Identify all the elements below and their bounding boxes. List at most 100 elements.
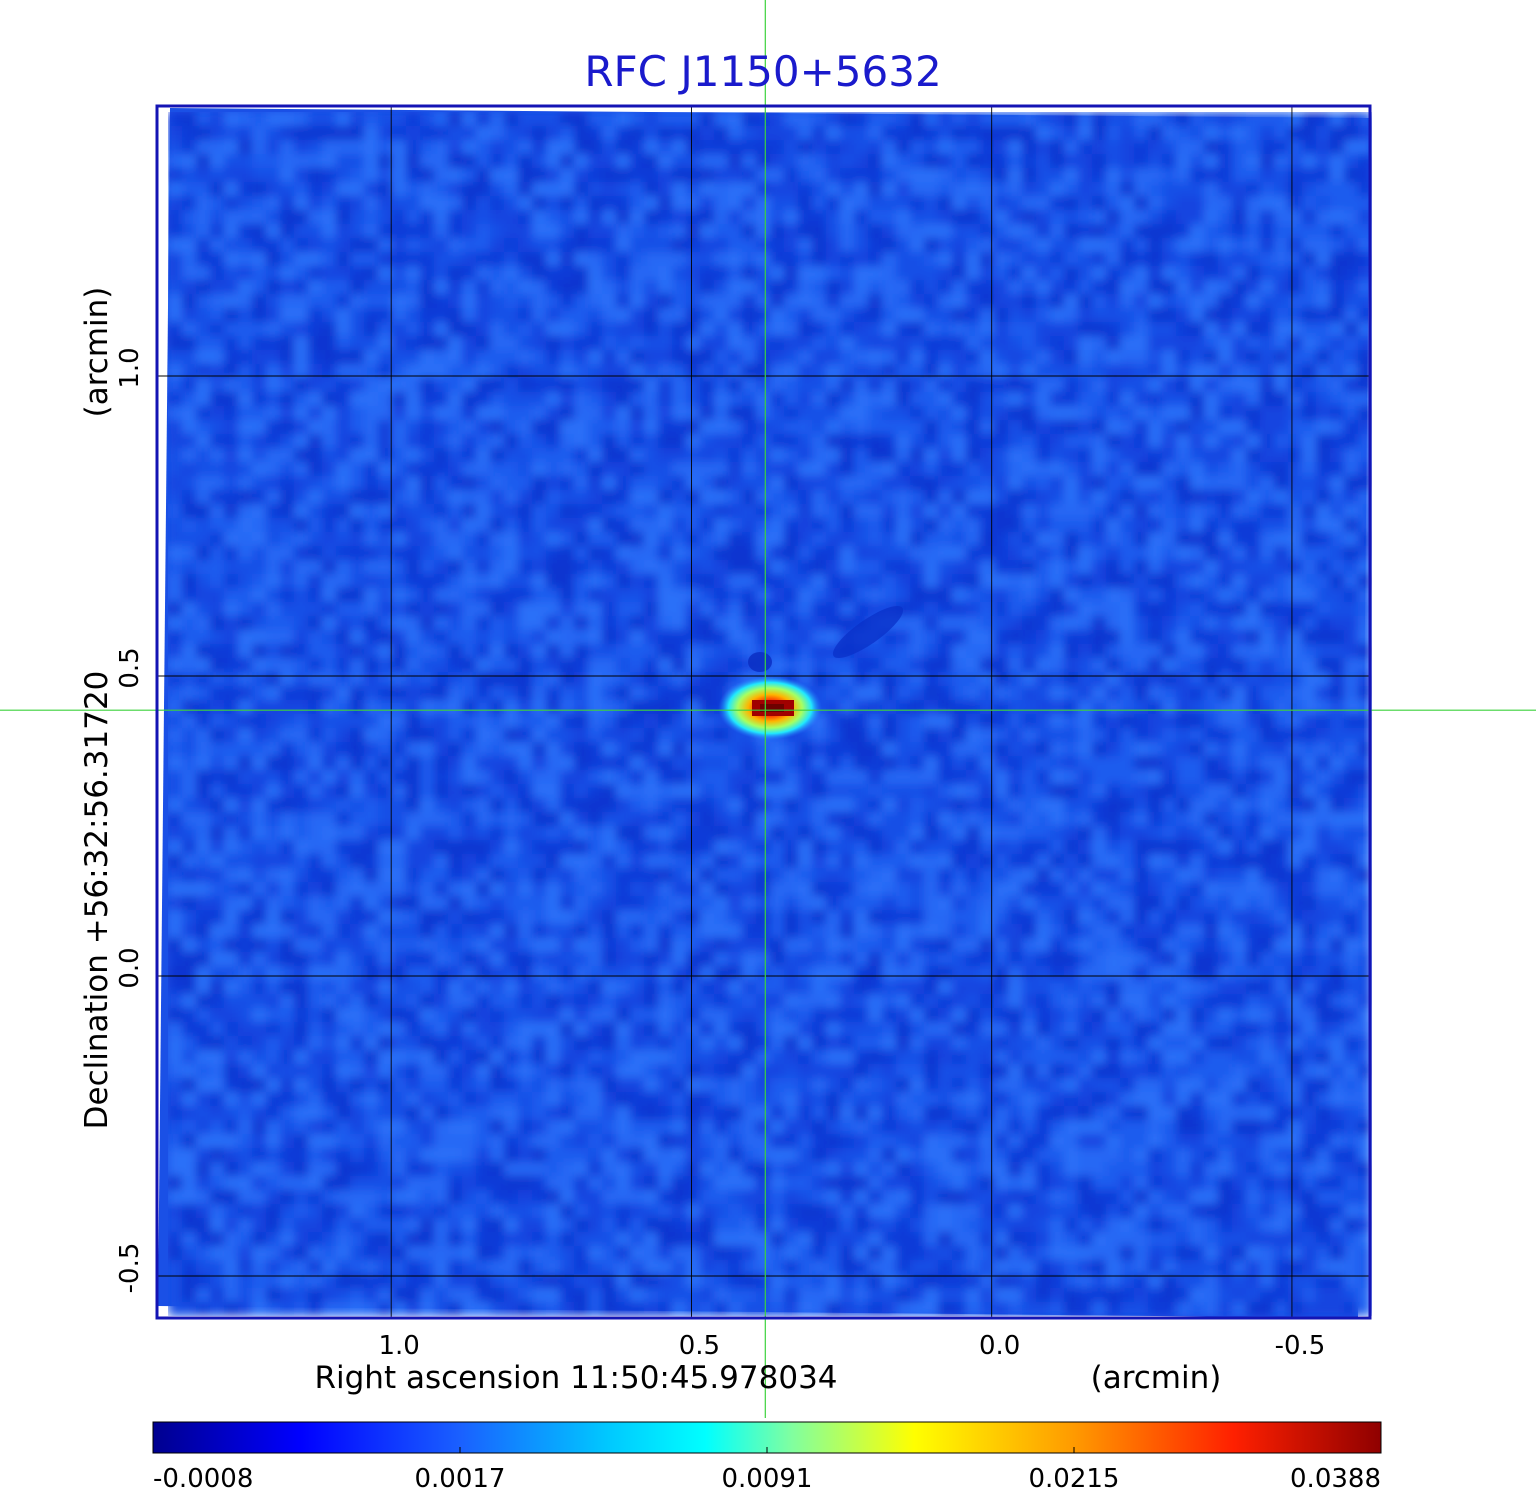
noise-cell [364,350,378,364]
noise-cell [1330,448,1344,462]
noise-cell [812,868,826,882]
noise-cell [728,574,742,588]
noise-cell [224,826,238,840]
noise-cell [588,588,602,602]
noise-cell [1036,672,1050,686]
noise-cell [462,840,476,854]
noise-cell [882,126,896,140]
noise-cell [336,364,350,378]
noise-cell [378,798,392,812]
noise-cell [364,476,378,490]
noise-cell [336,154,350,168]
noise-cell [238,490,252,504]
noise-cell [434,490,448,504]
noise-cell [476,602,490,616]
noise-cell [560,126,574,140]
noise-cell [910,882,924,896]
noise-cell [686,462,700,476]
noise-cell [1330,644,1344,658]
noise-cell [336,588,350,602]
noise-cell [168,630,182,644]
noise-cell [476,644,490,658]
noise-cell [1246,126,1260,140]
noise-cell [938,112,952,126]
noise-cell [1176,238,1190,252]
noise-cell [1106,714,1120,728]
noise-cell [686,826,700,840]
noise-cell [448,518,462,532]
noise-cell [896,238,910,252]
noise-cell [532,672,546,686]
noise-cell [210,658,224,672]
noise-cell [1092,868,1106,882]
noise-cell [1260,602,1274,616]
noise-cell [1288,658,1302,672]
noise-cell [182,630,196,644]
noise-cell [224,854,238,868]
noise-cell [644,350,658,364]
noise-cell [756,392,770,406]
noise-cell [812,280,826,294]
noise-cell [784,280,798,294]
noise-cell [700,868,714,882]
noise-cell [658,546,672,560]
noise-cell [238,910,252,924]
noise-cell [546,224,560,238]
noise-cell [350,364,364,378]
noise-cell [616,602,630,616]
noise-cell [686,294,700,308]
noise-cell [910,308,924,322]
noise-cell [728,630,742,644]
noise-cell [378,308,392,322]
noise-cell [1246,168,1260,182]
noise-cell [280,140,294,154]
noise-cell [742,826,756,840]
noise-cell [350,588,364,602]
noise-cell [1204,910,1218,924]
noise-cell [1176,420,1190,434]
noise-cell [826,714,840,728]
noise-cell [364,588,378,602]
noise-cell [1204,896,1218,910]
noise-cell [196,518,210,532]
noise-cell [602,154,616,168]
noise-cell [798,308,812,322]
noise-cell [784,784,798,798]
noise-cell [784,140,798,154]
noise-cell [448,336,462,350]
noise-cell [1162,406,1176,420]
noise-cell [406,140,420,154]
noise-cell [798,280,812,294]
noise-cell [980,644,994,658]
noise-cell [910,784,924,798]
noise-cell [224,532,238,546]
noise-cell [770,574,784,588]
noise-cell [1008,112,1022,126]
noise-cell [266,714,280,728]
noise-cell [350,672,364,686]
noise-cell [1260,238,1274,252]
noise-cell [210,196,224,210]
noise-cell [182,266,196,280]
noise-cell [574,882,588,896]
noise-cell [952,182,966,196]
noise-cell [854,224,868,238]
noise-cell [196,168,210,182]
noise-cell [1176,490,1190,504]
noise-cell [476,812,490,826]
noise-cell [616,658,630,672]
noise-cell [896,266,910,280]
noise-cell [532,308,546,322]
noise-cell [350,252,364,266]
noise-cell [938,490,952,504]
noise-cell [378,420,392,434]
noise-cell [896,644,910,658]
noise-cell [504,448,518,462]
noise-cell [196,840,210,854]
noise-cell [434,378,448,392]
noise-cell [308,280,322,294]
noise-cell [1204,350,1218,364]
noise-cell [462,770,476,784]
noise-cell [1288,602,1302,616]
noise-cell [1064,784,1078,798]
